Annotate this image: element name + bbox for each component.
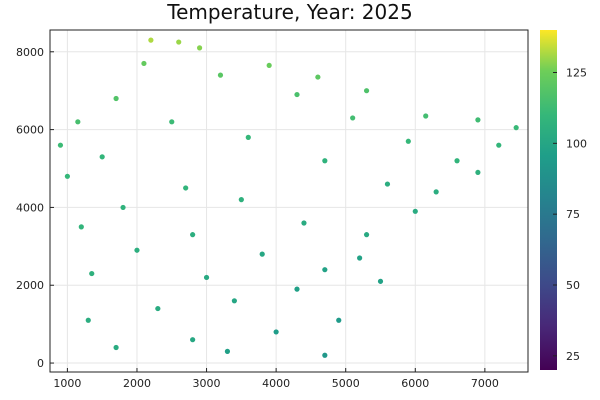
scatter-point [363,232,370,238]
x-tick-label: 1000 [53,377,81,390]
y-tick-label: 2000 [16,279,44,292]
colorbar-axis: 25 50 75 100 125 [553,67,587,363]
x-tick-label: 5000 [332,377,360,390]
scatter-point [322,352,328,358]
data-points [57,37,519,358]
colorbar-tick-label: 100 [566,137,587,150]
chart-title: Temperature, Year: 2025 [166,0,412,24]
scatter-point [75,119,81,125]
scatter-point [273,329,279,335]
scatter-point [89,270,95,277]
scatter-point [357,255,363,261]
scatter-point [141,60,147,67]
scatter-point [78,224,84,230]
scatter-point [294,286,300,292]
colorbar-tick-label: 75 [566,208,580,221]
scatter-point [322,158,328,164]
scatter-point [113,344,119,351]
scatter-point [183,185,189,191]
scatter-point [231,298,237,304]
scatter-point [266,62,272,69]
scatter-point [384,181,391,187]
scatter-point [496,142,502,148]
scatter-point [85,317,91,323]
colorbar-tick-label: 125 [566,67,587,80]
scatter-point [57,142,64,148]
scatter-point [203,274,210,281]
scatter-point [322,267,328,273]
scatter-point [224,348,231,354]
scatter-point [190,337,196,343]
y-axis: 0 2000 4000 6000 8000 [16,46,54,370]
x-tick-label: 2000 [123,377,151,390]
x-tick-label: 6000 [401,377,429,390]
scatter-point [454,158,460,164]
scatter-point [120,204,126,211]
y-tick-label: 8000 [16,46,44,59]
scatter-point [169,119,175,125]
x-tick-label: 7000 [471,377,499,390]
colorbar-tick-label: 50 [566,279,580,292]
scatter-point [259,251,265,257]
scatter-point [350,115,356,121]
scatter-point [155,305,161,312]
scatter-point [196,45,203,51]
scatter-point [363,88,370,94]
scatter-point [134,247,140,253]
scatter-point [238,197,244,203]
x-tick-label: 3000 [193,377,221,390]
scatter-point [113,95,119,102]
scatter-point [412,208,418,214]
y-tick-label: 4000 [16,201,44,214]
scatter-point [405,138,411,144]
scatter-point [433,189,439,195]
scatter-point [377,278,384,284]
colorbar-tick-label: 25 [566,350,580,363]
scatter-point [475,169,481,176]
scatter-point [513,125,519,131]
scatter-point [99,154,105,160]
scatter-point [301,220,307,226]
scatter-point [315,74,321,80]
scatter-point [423,113,429,119]
y-tick-label: 0 [37,357,44,370]
scatter-point [336,317,342,323]
scatter-point [217,72,224,78]
scatter-point [64,173,70,179]
grid-lines [50,30,528,372]
plot-frame [49,29,529,373]
x-axis: 1000 2000 3000 4000 5000 6000 7000 [53,368,499,390]
scatter-point [245,134,251,140]
scatter-point [148,37,154,43]
scatter-point [190,232,196,238]
scatter-point [176,39,182,45]
colorbar [540,30,557,370]
scatter-point [294,91,300,98]
y-tick-label: 6000 [16,124,44,137]
scatter-point [475,117,481,123]
x-tick-label: 4000 [262,377,290,390]
